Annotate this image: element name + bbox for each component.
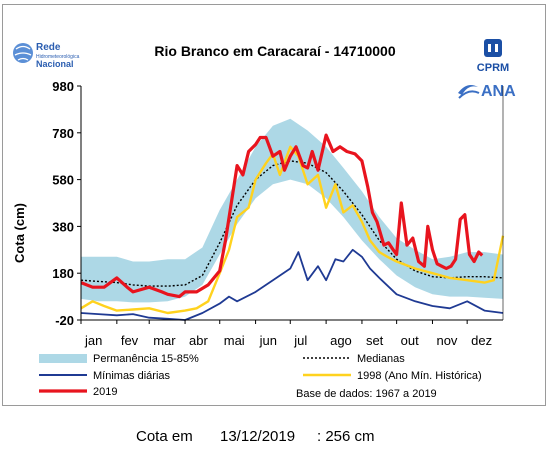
y-axis-label: Cota (cm) — [12, 203, 27, 263]
minimum-series-line — [80, 248, 504, 321]
x-tick-label: dez — [471, 333, 492, 348]
x-tick-label: out — [401, 333, 419, 348]
ana-logo: ANA — [458, 83, 516, 100]
series-2019-line — [80, 133, 484, 299]
chart-title: Rio Branco em Caracaraí - 14710000 — [154, 43, 395, 59]
y-tick-label: 780 — [52, 126, 74, 141]
x-tick-label: mai — [224, 333, 245, 348]
y-tick-label: -20 — [55, 313, 74, 328]
ana-wave-icon — [458, 85, 480, 99]
x-tick-label: jan — [84, 333, 102, 348]
y-tick-label: 180 — [52, 266, 74, 281]
plot-area: -20 180 380 580 780 980 jan fev mar abr mai jun jul a… — [52, 79, 505, 348]
x-tick-label: mar — [153, 333, 176, 348]
footer-date: 13/12/2019 — [220, 428, 296, 445]
x-tick-label: ago — [330, 333, 352, 348]
y-tick-label: 980 — [52, 79, 74, 94]
x-tick-label: fev — [121, 333, 139, 348]
y-tick-label: 380 — [52, 219, 74, 234]
rede-logo: Rede Hidrometeorológica Nacional — [13, 42, 80, 69]
rede-logo-line1: Rede — [36, 42, 61, 53]
x-tick-label: jun — [259, 333, 277, 348]
footer-label: Cota em — [136, 428, 193, 445]
legend-label-y1998: 1998 (Ano Mín. Histórica) — [357, 370, 482, 382]
legend-label-minimum: Mínimas diárias — [93, 370, 171, 382]
x-tick-label: set — [366, 333, 384, 348]
cprm-logo: CPRM — [477, 39, 509, 74]
x-tick-label: nov — [436, 333, 457, 348]
x-tick-label: abr — [189, 333, 208, 348]
cprm-emblem-icon — [484, 39, 502, 57]
chart-frame: Rede Hidrometeorológica Nacional Rio Bra… — [2, 4, 546, 406]
rede-logo-line2: Hidrometeorológica — [36, 54, 80, 60]
rede-logo-line3: Nacional — [36, 59, 74, 69]
legend-swatch-band — [39, 354, 87, 363]
legend-label-median: Medianas — [357, 353, 405, 365]
legend-label-y2019: 2019 — [93, 386, 117, 398]
footer-value: : 256 cm — [317, 428, 375, 445]
cprm-logo-text: CPRM — [477, 62, 509, 74]
permanence-band — [81, 118, 503, 303]
hydrograph-chart: Rede Hidrometeorológica Nacional Rio Bra… — [12, 39, 516, 400]
chart-legend: Permanência 15-85% Medianas Mínimas diária… — [39, 353, 482, 398]
ana-logo-text: ANA — [481, 83, 516, 100]
legend-label-band: Permanência 15-85% — [93, 353, 199, 365]
y-tick-label: 580 — [52, 173, 74, 188]
x-tick-label: jul — [293, 333, 307, 348]
data-source-note: Base de dados: 1967 a 2019 — [296, 388, 437, 400]
